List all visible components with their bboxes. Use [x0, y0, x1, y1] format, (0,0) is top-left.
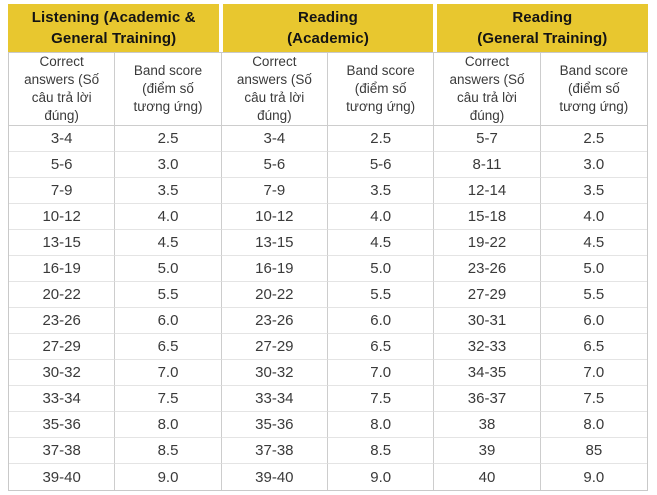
band-cell-reading-academic: 2.5	[328, 126, 435, 152]
answers-cell-reading-general: 39	[434, 438, 541, 464]
answers-cell-reading-general: 12-14	[434, 178, 541, 204]
band-cell-listening: 7.0	[115, 360, 222, 386]
band-cell-reading-general: 8.0	[540, 412, 647, 438]
band-cell-reading-academic: 8.5	[328, 438, 435, 464]
answers-cell-listening: 5-6	[9, 152, 116, 178]
band-cell-listening: 4.5	[115, 230, 222, 256]
correct-answers-header-reading-academic: Correct answers (Số câu trả lời đúng)	[221, 53, 328, 126]
band-cell-listening: 5.5	[115, 282, 222, 308]
band-cell-reading-general: 4.5	[540, 230, 647, 256]
band-cell-reading-general: 7.5	[540, 386, 647, 412]
band-cell-reading-academic: 5.5	[328, 282, 435, 308]
answers-cell-reading-general: 27-29	[434, 282, 541, 308]
correct-answers-header-listening: Correct answers (Số câu trả lời đúng)	[9, 53, 116, 126]
answers-cell-listening: 10-12	[9, 204, 116, 230]
band-cell-reading-academic: 9.0	[328, 464, 435, 490]
band-cell-reading-academic: 3.5	[328, 178, 435, 204]
band-cell-reading-academic: 4.0	[328, 204, 435, 230]
group-header-reading-general: Reading (General Training)	[434, 4, 648, 52]
answers-cell-listening: 16-19	[9, 256, 116, 282]
group-header-reading-academic: Reading (Academic)	[221, 4, 435, 52]
answers-cell-listening: 23-26	[9, 308, 116, 334]
band-cell-reading-general: 4.0	[540, 204, 647, 230]
answers-cell-reading-general: 40	[434, 464, 541, 490]
answers-cell-reading-academic: 5-6	[221, 152, 328, 178]
answers-cell-listening: 27-29	[9, 334, 116, 360]
band-cell-reading-general: 5.0	[540, 256, 647, 282]
answers-cell-reading-academic: 35-36	[221, 412, 328, 438]
answers-cell-reading-general: 15-18	[434, 204, 541, 230]
answers-cell-listening: 13-15	[9, 230, 116, 256]
band-cell-reading-general: 7.0	[540, 360, 647, 386]
answers-cell-reading-general: 19-22	[434, 230, 541, 256]
band-cell-reading-academic: 8.0	[328, 412, 435, 438]
band-cell-listening: 2.5	[115, 126, 222, 152]
band-score-header-reading-general: Band score (điểm số tương ứng)	[540, 53, 647, 126]
group-title-listening: Listening (Academic & General Training)	[8, 4, 220, 52]
correct-answers-header-reading-general: Correct answers (Số câu trả lời đúng)	[434, 53, 541, 126]
header-row: Listening (Academic & General Training) R…	[8, 4, 648, 52]
band-cell-reading-academic: 6.0	[328, 308, 435, 334]
answers-cell-reading-academic: 30-32	[221, 360, 328, 386]
answers-cell-reading-academic: 16-19	[221, 256, 328, 282]
answers-cell-reading-academic: 27-29	[221, 334, 328, 360]
band-cell-reading-general: 2.5	[540, 126, 647, 152]
answers-cell-listening: 35-36	[9, 412, 116, 438]
band-cell-reading-general: 9.0	[583, 468, 605, 486]
group-title-reading-academic: Reading (Academic)	[223, 4, 433, 52]
band-cell-reading-academic: 7.0	[328, 360, 435, 386]
band-score-header-reading-academic: Band score (điểm số tương ứng)	[328, 53, 435, 126]
answers-cell-listening: 33-34	[9, 386, 116, 412]
answers-cell-reading-general: 8-11	[434, 152, 541, 178]
band-cell-reading-academic: 7.5	[328, 386, 435, 412]
band-cell-listening: 6.5	[115, 334, 222, 360]
answers-cell-listening: 3-4	[9, 126, 116, 152]
answers-cell-reading-general: 38	[434, 412, 541, 438]
table-body: Correct answers (Số câu trả lời đúng) Ban…	[8, 52, 648, 491]
answers-cell-reading-general: 32-33	[434, 334, 541, 360]
answers-cell-reading-academic: 20-22	[221, 282, 328, 308]
answers-cell-reading-general: 23-26	[434, 256, 541, 282]
answers-cell-listening: 30-32	[9, 360, 116, 386]
band-cell-reading-general: 3.5	[540, 178, 647, 204]
band-cell-reading-general: 3.0	[540, 152, 647, 178]
band-cell-listening: 8.0	[115, 412, 222, 438]
band-cell-reading-general: 6.5	[540, 334, 647, 360]
band-cell-reading-academic: 5-6	[328, 152, 435, 178]
answers-cell-reading-academic: 37-38	[221, 438, 328, 464]
band-cell-listening: 4.0	[115, 204, 222, 230]
answers-cell-listening: 39-40	[9, 464, 116, 490]
score-conversion-table: Listening (Academic & General Training) R…	[8, 4, 648, 491]
answers-cell-reading-academic: 10-12	[221, 204, 328, 230]
band-cell-reading-general: 85	[540, 438, 647, 464]
group-header-listening: Listening (Academic & General Training)	[8, 4, 222, 52]
band-cell-reading-general: 6.0	[540, 308, 647, 334]
answers-cell-listening: 20-22	[9, 282, 116, 308]
band-cell-listening: 8.5	[115, 438, 222, 464]
band-cell-reading-general: 5.5	[540, 282, 647, 308]
answers-cell-listening: 7-9	[9, 178, 116, 204]
band-cell-listening: 9.0	[115, 464, 222, 490]
band-cell-listening: 5.0	[115, 256, 222, 282]
answers-cell-reading-academic: 13-15	[221, 230, 328, 256]
answers-cell-reading-academic: 33-34	[221, 386, 328, 412]
answers-cell-reading-academic: 7-9	[221, 178, 328, 204]
band-cell-reading-academic: 5.0	[328, 256, 435, 282]
band-cell-listening: 3.5	[115, 178, 222, 204]
band-cell-reading-academic: 6.5	[328, 334, 435, 360]
band-cell-listening: 6.0	[115, 308, 222, 334]
band-score-header-listening: Band score (điểm số tương ứng)	[115, 53, 222, 126]
band-cell-listening: 3.0	[115, 152, 222, 178]
answers-cell-reading-academic: 39-40	[222, 464, 328, 490]
band-cell-reading-academic: 4.5	[328, 230, 435, 256]
answers-cell-reading-general: 30-31	[434, 308, 541, 334]
answers-cell-reading-general: 5-7	[434, 126, 541, 152]
answers-cell-reading-general: 34-35	[434, 360, 541, 386]
answers-cell-listening: 37-38	[9, 438, 116, 464]
band-cell-listening: 7.5	[115, 386, 222, 412]
answers-cell-reading-academic: 3-4	[221, 126, 328, 152]
answers-cell-reading-general: 36-37	[434, 386, 541, 412]
group-title-reading-general: Reading (General Training)	[436, 4, 648, 52]
answers-cell-reading-academic: 23-26	[221, 308, 328, 334]
